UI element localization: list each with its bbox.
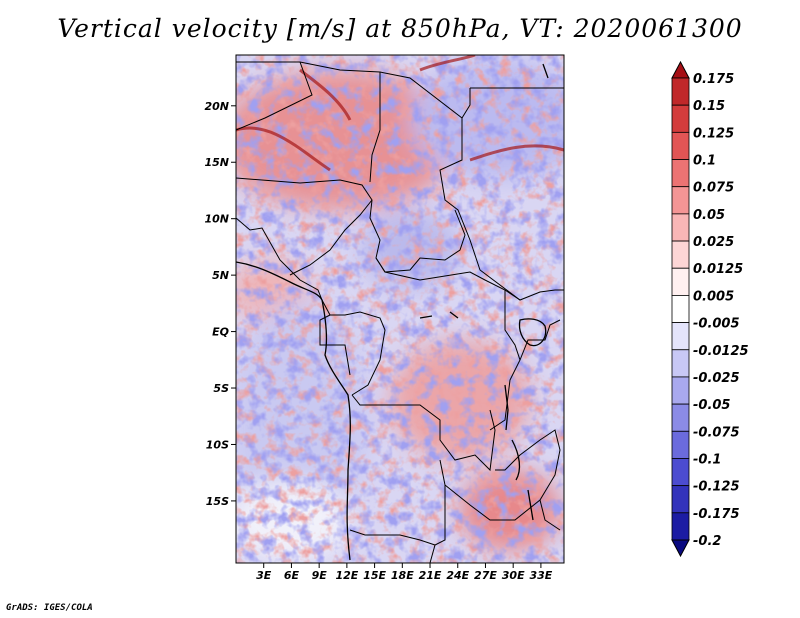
lon-tick-label: 33E	[529, 569, 552, 582]
coastline	[236, 261, 351, 561]
colorbar: 0.175 0.15 0.125 0.1 0.075 0.05 0.025 0.0125 0.0…	[671, 60, 749, 558]
colorbar-label: -0.0125	[693, 344, 749, 359]
colorbar-swatch	[671, 403, 690, 432]
colorbar-swatch	[671, 376, 690, 405]
latitude-axis: 20N 15N 10N 5N EQ 5S 10S 15S	[204, 100, 236, 508]
lon-tick-label: 3E	[256, 569, 272, 582]
lon-tick-label: 15E	[363, 569, 386, 582]
colorbar-swatch	[671, 240, 690, 269]
lon-tick-label: 6E	[284, 569, 300, 582]
plot-frame	[235, 54, 565, 564]
lat-tick-label: 20N	[204, 100, 229, 113]
lat-tick-label: EQ	[212, 326, 229, 339]
country-borders	[236, 61, 564, 563]
colorbar-swatch	[671, 349, 690, 378]
lat-tick-label: 10S	[206, 438, 229, 451]
colorbar-label: -0.025	[693, 371, 740, 386]
lat-tick-label: 15S	[206, 495, 229, 508]
colorbar-swatch	[671, 186, 690, 215]
colorbar-label: -0.125	[693, 480, 740, 495]
colorbar-label: -0.2	[693, 534, 721, 549]
lon-tick-label: 12E	[335, 569, 358, 582]
colorbar-label: 0.125	[693, 126, 734, 141]
colorbar-bottom-arrow	[671, 539, 690, 558]
colorbar-label: 0.025	[693, 235, 734, 250]
colorbar-label: 0.175	[693, 72, 734, 87]
colorbar-label: -0.175	[693, 507, 740, 522]
colorbar-label: 0.075	[693, 181, 734, 196]
lon-tick-label: 24E	[446, 569, 469, 582]
colorbar-swatch	[671, 131, 690, 160]
colorbar-swatch	[671, 485, 690, 514]
lon-tick-label: 18E	[391, 569, 414, 582]
colorbar-label: 0.005	[693, 289, 734, 304]
longitude-axis: 3E 6E 9E 12E 15E 18E 21E 24E 27E 30E 33E	[256, 563, 553, 582]
colorbar-swatch	[671, 267, 690, 296]
lat-tick-label: 15N	[204, 156, 229, 169]
colorbar-swatch	[671, 295, 690, 323]
colorbar-swatch	[671, 458, 690, 487]
colorbar-top-arrow	[671, 60, 690, 79]
colorbar-label: -0.1	[693, 452, 721, 467]
colorbar-swatch	[671, 104, 690, 133]
lon-tick-label: 27E	[474, 569, 497, 582]
lon-tick-label: 9E	[312, 569, 328, 582]
colorbar-swatch	[671, 322, 690, 351]
colorbar-swatch	[671, 430, 690, 459]
colorbar-label: 0.0125	[693, 262, 743, 277]
grads-credit: GrADS: IGES/COLA	[6, 603, 93, 613]
lakes	[419, 63, 549, 521]
colorbar-label: -0.005	[693, 317, 740, 332]
lon-tick-label: 21E	[419, 569, 442, 582]
colorbar-label: 0.1	[693, 154, 716, 169]
colorbar-swatch	[671, 77, 690, 106]
colorbar-label: 0.15	[693, 99, 725, 114]
lat-tick-label: 5N	[212, 269, 229, 282]
colorbar-swatch	[671, 159, 690, 188]
colorbar-label: 0.05	[693, 208, 725, 223]
map-title: Vertical velocity [m/s] at 850hPa, VT: 2…	[57, 14, 743, 43]
colorbar-label: -0.075	[693, 425, 740, 440]
lat-tick-label: 5S	[213, 382, 229, 395]
colorbar-swatch	[671, 512, 690, 541]
lat-tick-label: 10N	[204, 213, 229, 226]
lon-tick-label: 30E	[502, 569, 525, 582]
colorbar-label: -0.05	[693, 398, 730, 413]
colorbar-swatch	[671, 213, 690, 242]
